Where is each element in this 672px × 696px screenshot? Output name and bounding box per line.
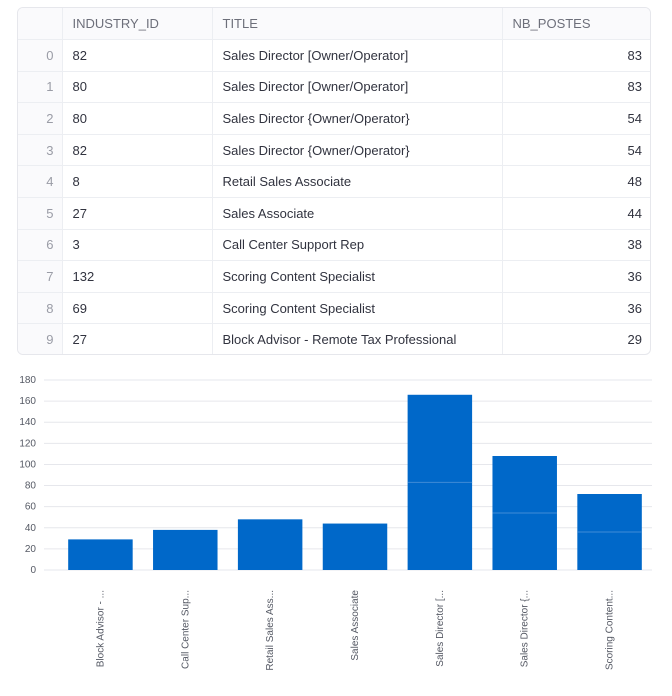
data-table: INDUSTRY_ID TITLE NB_POSTES 0 82 Sales Dir… [17, 7, 651, 355]
bar-segment[interactable] [153, 529, 218, 570]
nb-postes-cell[interactable]: 54 [502, 102, 650, 135]
y-tick-label: 60 [25, 502, 37, 513]
y-tick-label: 80 [25, 481, 37, 492]
nb-postes-cell[interactable]: 36 [502, 260, 650, 293]
row-index[interactable]: 1 [18, 71, 63, 104]
industry-id-cell[interactable]: 82 [62, 39, 213, 72]
title-cell[interactable]: Scoring Content Specialist [212, 292, 503, 325]
row-index[interactable]: 8 [18, 292, 63, 325]
nb-postes-cell[interactable]: 38 [502, 229, 650, 262]
x-tick-label: Sales Director {... [520, 590, 531, 667]
bar-segment[interactable] [492, 456, 557, 513]
table-row: 7 132 Scoring Content Specialist 36 [18, 260, 650, 293]
title-cell[interactable]: Retail Sales Associate [212, 165, 503, 199]
table-row: 9 27 Block Advisor - Remote Tax Profession… [18, 323, 650, 354]
nb-postes-cell[interactable]: 44 [502, 197, 650, 230]
industry-id-cell[interactable]: 3 [62, 229, 213, 262]
nb-postes-cell[interactable]: 54 [502, 134, 650, 167]
table-header-row: INDUSTRY_ID TITLE NB_POSTES [18, 8, 650, 41]
x-tick-label: Scoring Content... [605, 590, 616, 670]
title-cell[interactable]: Sales Director [Owner/Operator] [212, 39, 503, 72]
title-cell[interactable]: Sales Director {Owner/Operator} [212, 102, 503, 135]
y-tick-label: 40 [25, 523, 37, 534]
nb-postes-cell[interactable]: 36 [502, 292, 650, 325]
results-table: INDUSTRY_ID TITLE NB_POSTES 0 82 Sales Dir… [18, 8, 650, 354]
industry-id-cell[interactable]: 27 [62, 197, 213, 230]
industry-id-cell[interactable]: 8 [62, 165, 213, 199]
y-tick-label: 140 [19, 417, 36, 428]
table-row: 5 27 Sales Associate 44 [18, 197, 650, 230]
column-header-index[interactable] [18, 8, 63, 41]
industry-id-cell[interactable]: 80 [62, 71, 213, 104]
bar-segment[interactable] [322, 523, 388, 570]
title-cell[interactable]: Scoring Content Specialist [212, 260, 503, 293]
y-tick-label: 0 [30, 565, 36, 576]
industry-id-cell[interactable]: 69 [62, 292, 213, 325]
industry-id-cell[interactable]: 132 [62, 260, 213, 293]
table-row: 0 82 Sales Director [Owner/Operator] 83 [18, 39, 650, 72]
row-index[interactable]: 0 [18, 39, 63, 72]
row-index[interactable]: 6 [18, 229, 63, 262]
row-index[interactable]: 2 [18, 102, 63, 135]
industry-id-cell[interactable]: 27 [62, 323, 213, 354]
title-cell[interactable]: Sales Associate [212, 197, 503, 230]
title-cell[interactable]: Sales Director {Owner/Operator} [212, 134, 503, 167]
bar-segment[interactable] [68, 539, 133, 570]
title-cell[interactable]: Sales Director [Owner/Operator] [212, 71, 503, 104]
bar-segment[interactable] [577, 532, 642, 570]
row-index[interactable]: 3 [18, 134, 63, 167]
industry-id-cell[interactable]: 82 [62, 134, 213, 167]
bar-segment[interactable] [407, 482, 473, 570]
row-index[interactable]: 4 [18, 165, 63, 199]
table-row: 8 69 Scoring Content Specialist 36 [18, 292, 650, 325]
table-row: 3 82 Sales Director {Owner/Operator} 54 [18, 134, 650, 167]
nb-postes-cell[interactable]: 29 [627, 332, 642, 348]
column-header-industry-id[interactable]: INDUSTRY_ID [62, 8, 213, 41]
y-tick-label: 120 [19, 438, 36, 449]
row-index[interactable]: 5 [18, 197, 63, 230]
bar-segment[interactable] [492, 513, 557, 570]
bar-chart: 0 20 40 60 80 100 120 140 160 180 Block Advisor - … [0, 360, 672, 696]
bar-segment[interactable] [407, 394, 473, 483]
row-index[interactable]: 9 [18, 323, 63, 354]
table-row: 1 80 Sales Director [Owner/Operator] 83 [18, 71, 650, 104]
nb-postes-cell[interactable]: 48 [502, 165, 650, 199]
y-tick-label: 100 [19, 459, 36, 470]
bar-segment[interactable] [237, 519, 303, 570]
bar-chart-svg: 0 20 40 60 80 100 120 140 160 180 Block Advisor - … [19, 375, 652, 671]
industry-id-cell[interactable]: 80 [62, 102, 213, 135]
x-tick-label: Sales Director [... [435, 590, 446, 667]
x-tick-label: Block Advisor - ... [95, 590, 106, 667]
y-tick-label: 180 [19, 375, 36, 386]
table-row: 4 8 Retail Sales Associate 48 [18, 165, 650, 199]
title-cell[interactable]: Call Center Support Rep [212, 229, 503, 262]
column-header-title[interactable]: TITLE [212, 8, 503, 41]
table-row: 2 80 Sales Director {Owner/Operator} 54 [18, 102, 650, 135]
nb-postes-cell[interactable]: 83 [502, 39, 650, 72]
x-tick-label: Retail Sales Ass... [265, 590, 276, 671]
table-row: 6 3 Call Center Support Rep 38 [18, 229, 650, 262]
nb-postes-cell[interactable]: 83 [502, 71, 650, 104]
y-tick-label: 20 [25, 544, 37, 555]
title-cell[interactable]: Block Advisor - Remote Tax Professional [212, 323, 503, 354]
bar-segment[interactable] [577, 494, 642, 532]
y-tick-label: 160 [19, 396, 36, 407]
x-tick-label: Sales Associate [350, 590, 361, 661]
x-tick-label: Call Center Sup... [180, 590, 191, 669]
column-header-nb-postes[interactable]: NB_POSTES [502, 8, 650, 41]
row-index[interactable]: 7 [18, 260, 63, 293]
